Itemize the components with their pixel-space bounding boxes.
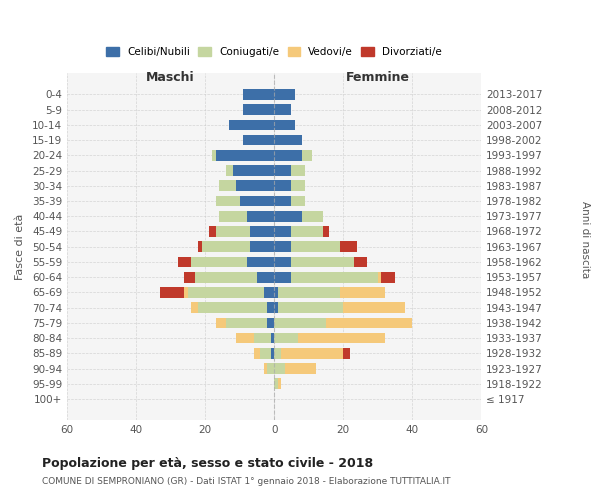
Bar xyxy=(198,242,202,252)
Bar xyxy=(264,287,274,298)
Bar xyxy=(198,302,268,313)
Bar xyxy=(278,302,343,313)
Bar xyxy=(250,242,274,252)
Text: Anni di nascita: Anni di nascita xyxy=(580,202,590,278)
Bar xyxy=(229,120,274,130)
Bar xyxy=(340,287,385,298)
Bar xyxy=(239,196,274,206)
Bar xyxy=(268,363,274,374)
Bar xyxy=(160,287,184,298)
Bar xyxy=(274,89,295,100)
Bar xyxy=(226,165,233,176)
Legend: Celibi/Nubili, Coniugati/e, Vedovi/e, Divorziati/e: Celibi/Nubili, Coniugati/e, Vedovi/e, Di… xyxy=(103,44,445,60)
Bar xyxy=(184,272,195,282)
Bar xyxy=(274,287,278,298)
Bar xyxy=(271,333,274,344)
Bar xyxy=(274,363,284,374)
Bar xyxy=(353,256,367,268)
Bar xyxy=(274,256,292,268)
Bar xyxy=(302,150,312,160)
Bar xyxy=(195,272,257,282)
Text: Maschi: Maschi xyxy=(146,70,195,84)
Bar xyxy=(274,104,292,115)
Bar xyxy=(188,287,264,298)
Bar xyxy=(302,211,323,222)
Bar xyxy=(191,302,198,313)
Bar xyxy=(247,211,274,222)
Bar xyxy=(202,242,250,252)
Bar xyxy=(268,302,274,313)
Bar xyxy=(271,348,274,358)
Bar xyxy=(378,272,381,282)
Bar xyxy=(323,226,329,237)
Bar xyxy=(274,272,292,282)
Bar xyxy=(219,211,247,222)
Bar xyxy=(191,256,247,268)
Bar xyxy=(292,180,305,191)
Bar xyxy=(292,165,305,176)
Bar xyxy=(215,318,226,328)
Bar xyxy=(274,135,302,145)
Bar xyxy=(274,150,302,160)
Bar xyxy=(257,272,274,282)
Bar xyxy=(274,226,292,237)
Bar xyxy=(268,318,274,328)
Bar xyxy=(233,165,274,176)
Bar xyxy=(343,302,406,313)
Bar xyxy=(274,333,298,344)
Bar xyxy=(250,226,274,237)
Bar xyxy=(284,363,316,374)
Bar xyxy=(292,242,340,252)
Text: COMUNE DI SEMPRONIANO (GR) - Dati ISTAT 1° gennaio 2018 - Elaborazione TUTTITALI: COMUNE DI SEMPRONIANO (GR) - Dati ISTAT … xyxy=(42,478,451,486)
Bar xyxy=(381,272,395,282)
Bar xyxy=(274,348,281,358)
Bar xyxy=(278,378,281,389)
Bar xyxy=(274,242,292,252)
Bar xyxy=(243,135,274,145)
Text: Popolazione per età, sesso e stato civile - 2018: Popolazione per età, sesso e stato civil… xyxy=(42,458,373,470)
Y-axis label: Fasce di età: Fasce di età xyxy=(15,214,25,280)
Bar xyxy=(236,333,254,344)
Bar xyxy=(274,302,278,313)
Bar xyxy=(264,363,268,374)
Bar xyxy=(340,242,357,252)
Bar xyxy=(215,150,274,160)
Bar xyxy=(292,256,353,268)
Bar xyxy=(178,256,191,268)
Bar xyxy=(274,196,292,206)
Bar xyxy=(278,287,340,298)
Bar xyxy=(292,226,323,237)
Bar xyxy=(209,226,215,237)
Bar xyxy=(254,333,271,344)
Bar xyxy=(243,89,274,100)
Bar xyxy=(298,333,385,344)
Bar xyxy=(326,318,412,328)
Bar xyxy=(184,287,188,298)
Bar xyxy=(260,348,271,358)
Bar xyxy=(274,180,292,191)
Bar xyxy=(343,348,350,358)
Bar xyxy=(219,180,236,191)
Bar xyxy=(274,165,292,176)
Bar xyxy=(281,348,343,358)
Bar xyxy=(292,196,305,206)
Text: Femmine: Femmine xyxy=(346,70,410,84)
Bar xyxy=(226,318,268,328)
Bar xyxy=(212,150,215,160)
Bar xyxy=(254,348,260,358)
Bar xyxy=(247,256,274,268)
Bar xyxy=(292,272,378,282)
Bar xyxy=(215,226,250,237)
Bar xyxy=(274,211,302,222)
Bar xyxy=(236,180,274,191)
Bar xyxy=(243,104,274,115)
Bar xyxy=(215,196,239,206)
Bar xyxy=(274,120,295,130)
Bar xyxy=(274,378,278,389)
Bar xyxy=(274,318,326,328)
